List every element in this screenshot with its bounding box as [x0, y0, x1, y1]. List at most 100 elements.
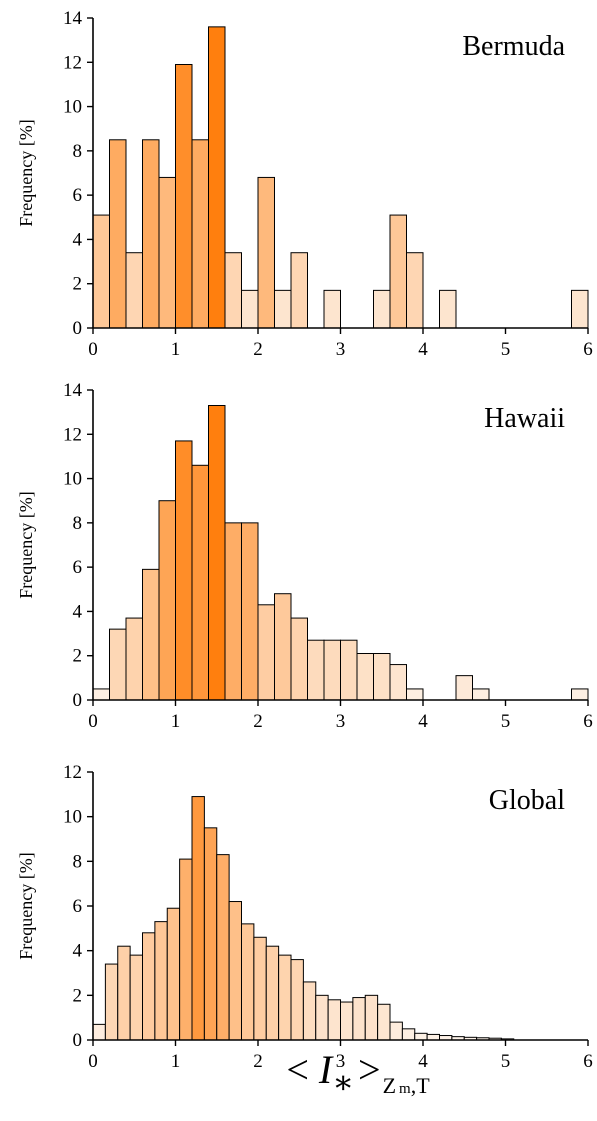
- x-axis-label-open: <: [286, 1047, 309, 1092]
- histogram-bar: [406, 688, 424, 701]
- histogram-bar: [142, 568, 160, 701]
- y-tick-label: 6: [73, 557, 83, 578]
- histogram-bar: [142, 932, 156, 1041]
- histogram-bar: [109, 139, 127, 329]
- histogram-bar: [109, 628, 127, 701]
- x-tick-label: 1: [171, 339, 181, 360]
- y-tick-label: 6: [73, 896, 83, 917]
- histogram-bar: [158, 176, 176, 329]
- x-tick-label: 1: [171, 1051, 181, 1072]
- histogram-bar: [389, 1021, 403, 1041]
- histogram-bar: [290, 959, 304, 1041]
- histogram-bar: [208, 26, 226, 329]
- y-tick-label: 2: [73, 274, 83, 295]
- y-tick-label: 14: [63, 8, 83, 29]
- histogram-bar: [389, 664, 407, 701]
- histogram-bar: [257, 604, 275, 701]
- y-tick-label: 4: [73, 941, 83, 962]
- x-axis-label-sub2: m: [399, 1081, 411, 1097]
- histogram-bar: [203, 827, 218, 1041]
- histogram-bar: [129, 954, 144, 1041]
- histogram-bar: [241, 522, 259, 701]
- histogram-bar: [307, 639, 325, 701]
- histogram-bar: [224, 252, 242, 329]
- histogram-bar: [92, 1023, 106, 1041]
- y-tick-label: 10: [63, 97, 82, 118]
- y-tick-label: 12: [63, 762, 82, 783]
- y-tick-label: 0: [73, 690, 83, 711]
- x-tick-label: 0: [88, 711, 98, 732]
- x-axis-label-var: I: [318, 1047, 334, 1092]
- y-tick-label: 6: [73, 185, 83, 206]
- histogram-bar: [406, 252, 424, 329]
- panel-title: Global: [489, 785, 565, 816]
- x-axis-label: < I∗ >Z m,T: [286, 1047, 430, 1100]
- y-tick-label: 10: [63, 469, 82, 490]
- histogram-bar: [224, 522, 242, 701]
- x-axis-label-sep: ,: [411, 1073, 417, 1098]
- histogram-bar: [142, 139, 160, 329]
- histogram-bar: [439, 289, 457, 329]
- histogram-bar: [191, 139, 209, 329]
- y-axis-label: Frequency [%]: [16, 852, 36, 959]
- y-tick-label: 14: [63, 380, 83, 401]
- histogram-bar: [274, 593, 292, 701]
- histogram-bar: [290, 252, 308, 329]
- histogram-bar: [327, 999, 342, 1041]
- y-tick-label: 4: [73, 601, 83, 622]
- y-tick-label: 8: [73, 141, 83, 162]
- x-tick-label: 0: [88, 1051, 98, 1072]
- x-tick-label: 6: [583, 1051, 593, 1072]
- histogram-bar: [257, 176, 275, 329]
- histogram-bar: [373, 653, 391, 701]
- histogram-bar: [302, 981, 317, 1041]
- histogram-bar: [389, 214, 407, 329]
- histogram-bar: [290, 617, 308, 701]
- histogram-bar: [377, 1003, 391, 1041]
- histogram-bar: [158, 500, 176, 701]
- histogram-bar: [92, 214, 110, 329]
- x-tick-label: 4: [418, 711, 428, 732]
- panel-title: Bermuda: [462, 31, 565, 62]
- histogram-bar: [401, 1028, 416, 1041]
- y-tick-label: 4: [73, 229, 83, 250]
- x-axis-label-close: >: [358, 1047, 381, 1092]
- x-tick-label: 6: [583, 711, 593, 732]
- histogram-bar: [278, 954, 292, 1041]
- histogram-bar: [340, 1001, 354, 1041]
- histogram-bar: [125, 252, 143, 329]
- x-axis-label-star: ∗: [332, 1064, 354, 1100]
- x-tick-label: 5: [501, 711, 511, 732]
- y-tick-label: 8: [73, 513, 83, 534]
- histogram-bar: [373, 289, 391, 329]
- y-tick-label: 0: [73, 318, 83, 339]
- x-tick-label: 0: [88, 339, 98, 360]
- histogram-bar: [154, 921, 168, 1041]
- histogram-bar: [125, 617, 143, 701]
- x-tick-label: 3: [336, 711, 346, 732]
- x-tick-label: 1: [171, 711, 181, 732]
- histogram-bar: [265, 945, 280, 1041]
- histogram-bar: [241, 923, 255, 1041]
- x-tick-label: 2: [253, 1051, 263, 1072]
- y-tick-label: 2: [73, 646, 83, 667]
- histogram-bar: [253, 936, 267, 1041]
- histogram-bar: [179, 858, 193, 1041]
- histogram-bar: [356, 653, 374, 701]
- histogram-bar: [414, 1032, 428, 1041]
- x-tick-label: 6: [583, 339, 593, 360]
- histogram-bar: [175, 440, 193, 701]
- histogram-bar: [117, 945, 131, 1041]
- histogram-bar: [571, 688, 589, 701]
- histogram-bar: [426, 1033, 440, 1041]
- histogram-bar: [191, 796, 205, 1041]
- histogram-bar: [104, 963, 119, 1041]
- histogram-bar: [175, 64, 193, 329]
- histogram-bar: [472, 688, 490, 701]
- histogram-bar: [92, 688, 110, 701]
- histogram-bar: [228, 901, 242, 1041]
- y-axis-label: Frequency [%]: [16, 491, 36, 598]
